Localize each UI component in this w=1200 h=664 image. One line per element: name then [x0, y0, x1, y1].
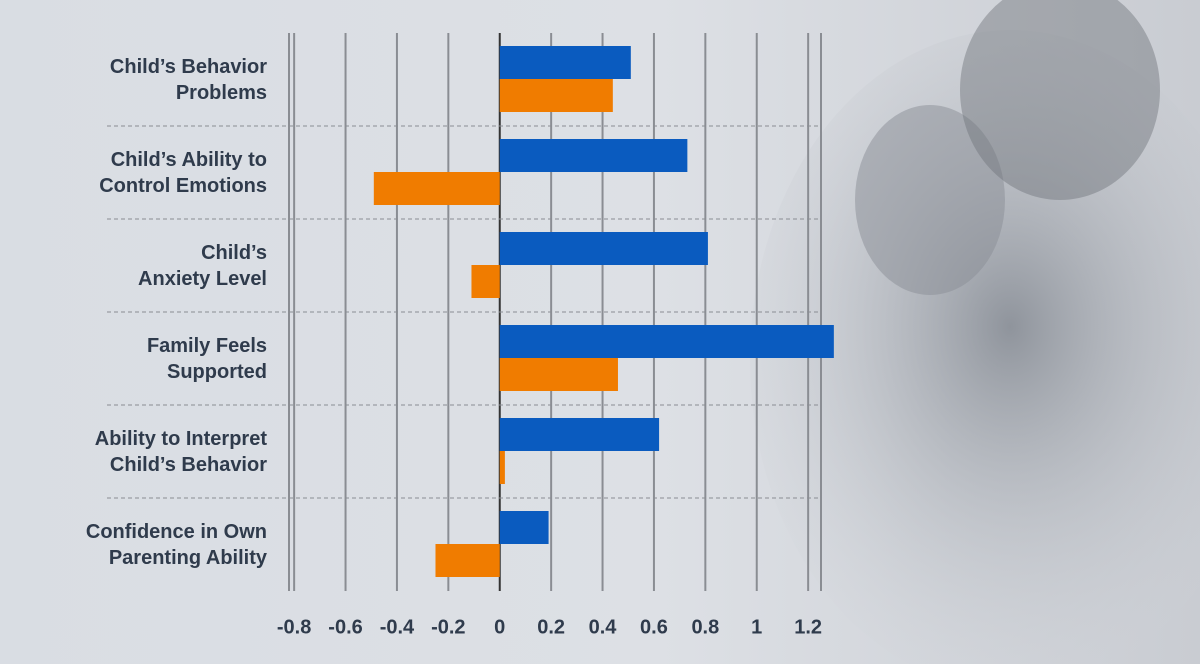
bar: [499, 139, 688, 172]
x-tick-label: 0.2: [537, 616, 565, 638]
bar: [499, 358, 618, 391]
bar: [373, 172, 500, 205]
bar: [499, 511, 549, 544]
bar: [499, 46, 631, 79]
bar: [435, 544, 500, 577]
x-tick-label: 0.8: [691, 616, 719, 638]
x-tick-label: -0.6: [328, 616, 362, 638]
x-tick-label: -0.2: [431, 616, 465, 638]
bar: [499, 79, 613, 112]
x-tick-label: 1: [751, 616, 762, 638]
x-tick-label: -0.4: [380, 616, 415, 638]
x-tick-label: 0.4: [589, 616, 618, 638]
category-label: Child’s Ability to Control Emotions: [99, 148, 267, 197]
x-tick-label: -0.8: [277, 616, 311, 638]
bar: [499, 325, 834, 358]
x-tick-label: 1.2: [794, 616, 822, 638]
category-label: Child’s Anxiety Level: [138, 241, 267, 290]
category-label: Confidence in Own Parenting Ability: [85, 520, 267, 569]
bar: [499, 418, 660, 451]
background-photo: [960, 0, 1160, 200]
bar: [471, 265, 500, 298]
category-label: Family Feels Supported: [146, 334, 267, 383]
category-label: Child’s Behavior Problems: [109, 55, 267, 104]
x-tick-label: 0: [494, 616, 505, 638]
bar: [499, 451, 505, 484]
x-tick-label: 0.6: [640, 616, 668, 638]
category-label: Ability to Interpret Child’s Behavior: [94, 427, 267, 476]
bar: [499, 232, 708, 265]
background-photo: [855, 105, 1005, 295]
